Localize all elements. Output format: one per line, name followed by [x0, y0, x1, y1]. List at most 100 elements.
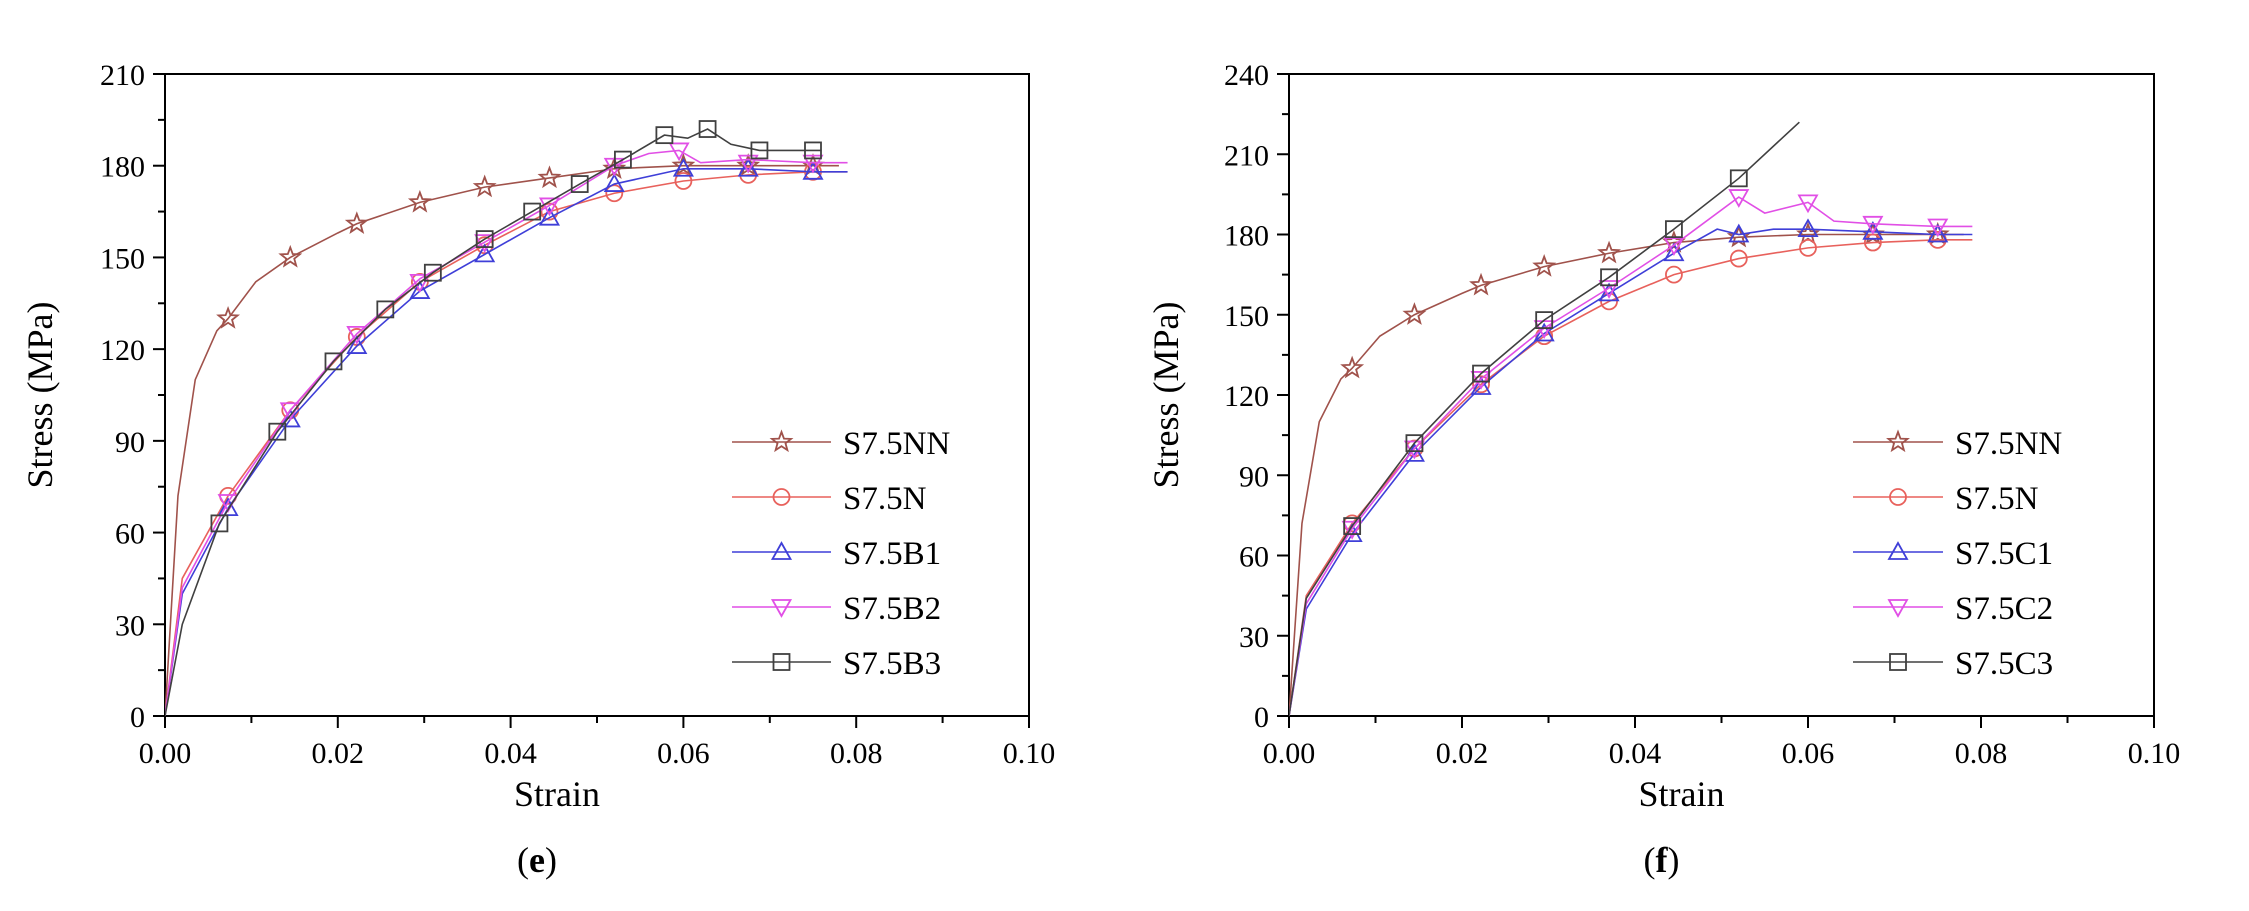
series-line-S7.5B1 [165, 167, 848, 716]
legend-label-S7.5B2: S7.5B2 [843, 591, 941, 627]
data-point-S7.5B1 [737, 157, 759, 177]
legend-marker-S7.5B3 [772, 653, 791, 671]
y-tick-label: 60 [1239, 541, 1269, 574]
x-axis-title: Strain [1639, 774, 1725, 814]
data-point-S7.5NN [407, 189, 432, 213]
legend-label-S7.5C1: S7.5C1 [1955, 536, 2053, 572]
data-point-S7.5C1 [1927, 223, 1949, 243]
data-point-S7.5C1 [1728, 223, 1750, 243]
data-point-S7.5B3 [210, 514, 229, 533]
data-point-S7.5N [1799, 238, 1817, 257]
data-point-S7.5NN [1597, 240, 1622, 264]
x-tick-label: 0.08 [830, 737, 883, 770]
y-tick-label: 90 [115, 426, 145, 459]
data-point-S7.5N [1729, 249, 1748, 268]
y-tick-label: 0 [1254, 701, 1269, 734]
data-point-S7.5B3 [804, 141, 822, 160]
data-point-S7.5B1 [409, 280, 431, 299]
data-point-S7.5NN [1925, 221, 1950, 245]
data-point-S7.5B1 [474, 243, 496, 263]
x-tick-label: 0.08 [1955, 737, 2008, 770]
data-point-S7.5B2 [474, 234, 496, 253]
series-line-S7.5B2 [165, 149, 848, 716]
data-point-S7.5B1 [346, 335, 368, 354]
data-point-S7.5B1 [802, 160, 824, 180]
x-tick-label: 0.10 [1003, 737, 1056, 770]
legend-label-S7.5B1: S7.5B1 [843, 536, 941, 572]
series-line-S7.5NN [165, 164, 839, 716]
series-S7.5NN [1289, 221, 1964, 716]
legend-label-S7.5N: S7.5N [1955, 481, 2039, 517]
y-tick-label: 90 [1239, 460, 1269, 493]
data-point-S7.5C3 [1535, 311, 1554, 330]
x-tick-label: 0.04 [484, 737, 537, 770]
legend-label-S7.5B3: S7.5B3 [843, 646, 941, 682]
data-point-S7.5B2 [668, 142, 690, 162]
data-point-S7.5B2 [802, 154, 824, 174]
legend-marker-S7.5C2 [1887, 599, 1909, 618]
data-point-S7.5B3 [750, 141, 769, 160]
data-point-S7.5B3 [376, 300, 395, 319]
data-point-S7.5B2 [279, 402, 301, 422]
series-S7.5B3 [165, 120, 822, 716]
data-point-S7.5C2 [1470, 371, 1492, 390]
panel-label: (e) [517, 840, 557, 880]
x-axis-title: Strain [514, 774, 600, 814]
legend: S7.5NN S7.5N S7.5B1 S7.5B2 S7.5B3 [732, 426, 950, 682]
data-point-S7.5C3 [1729, 169, 1748, 188]
data-point-S7.5N [605, 184, 624, 203]
data-point-S7.5C2 [1797, 194, 1819, 214]
y-tick-label: 60 [115, 518, 145, 551]
data-point-S7.5C3 [1343, 517, 1362, 535]
data-point-S7.5C2 [1341, 520, 1363, 540]
data-point-S7.5C3 [1665, 220, 1683, 239]
y-tick-label: 30 [115, 609, 145, 642]
data-point-S7.5NN [671, 153, 696, 176]
data-point-S7.5NN [537, 165, 562, 189]
data-point-S7.5N [1665, 265, 1683, 284]
panel-label: (f) [1644, 840, 1680, 880]
data-point-S7.5NN [1469, 272, 1493, 296]
data-point-S7.5B2 [538, 197, 561, 217]
series-line-S7.5NN [1289, 233, 1964, 716]
legend-marker-S7.5N [1889, 488, 1907, 506]
x-tick-label: 0.06 [657, 737, 710, 770]
series-line-S7.5C3 [1289, 121, 1800, 716]
series-S7.5B1 [165, 157, 848, 716]
x-tick-label: 0.10 [2128, 737, 2181, 770]
data-point-S7.5NN [216, 306, 241, 329]
data-point-S7.5B3 [475, 230, 494, 248]
data-point-S7.5B1 [603, 173, 625, 192]
data-point-S7.5C3 [1405, 434, 1424, 453]
legend-marker-S7.5C3 [1889, 653, 1907, 671]
series-S7.5B2 [165, 142, 848, 716]
y-tick-label: 180 [100, 151, 145, 184]
y-tick-label: 120 [100, 334, 145, 367]
legend-label-S7.5C2: S7.5C2 [1955, 591, 2053, 627]
data-point-S7.5C1 [1403, 443, 1425, 462]
legend-marker-S7.5NN [1886, 429, 1910, 453]
data-point-S7.5C2 [1598, 280, 1620, 299]
y-tick-label: 150 [100, 242, 145, 275]
legend-label-S7.5C3: S7.5C3 [1955, 646, 2053, 682]
x-tick-label: 0.00 [1263, 737, 1316, 770]
x-tick-label: 0.02 [1436, 737, 1489, 770]
data-point-S7.5B1 [672, 157, 694, 177]
chart-panel-e: 0.00 0.02 0.04 0.06 0.08 0.10 0 30 60 90 120 150 180… [20, 59, 1055, 880]
data-point-S7.5NN [1402, 302, 1427, 325]
series-S7.5N [165, 162, 848, 716]
legend-marker-S7.5NN [769, 429, 794, 453]
y-tick-label: 240 [1224, 59, 1269, 92]
series-S7.5C1 [1289, 218, 1973, 716]
data-point-S7.5B3 [614, 150, 632, 169]
y-axis-title: Stress (MPa) [1146, 302, 1186, 489]
data-point-S7.5B3 [324, 352, 343, 371]
data-point-S7.5C3 [1600, 268, 1618, 287]
x-tick-label: 0.04 [1609, 737, 1662, 770]
data-point-S7.5B3 [423, 263, 442, 282]
y-tick-label: 150 [1224, 300, 1269, 333]
data-point-S7.5N [347, 328, 366, 346]
data-point-S7.5C1 [1862, 220, 1884, 240]
data-point-S7.5C2 [1663, 237, 1685, 257]
data-point-S7.5C2 [1728, 189, 1750, 208]
